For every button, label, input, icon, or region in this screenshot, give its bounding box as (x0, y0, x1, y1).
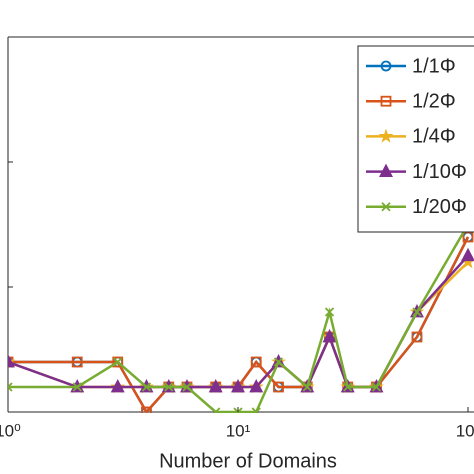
legend: 1/1Φ 1/2Φ 1/4Φ 1/10Φ 1/20Φ (357, 45, 474, 233)
legend-label: 1/2Φ (412, 90, 456, 112)
series (8, 219, 473, 413)
legend-label: 1/4Φ (412, 126, 456, 148)
x-tick-label: 10² (456, 421, 474, 440)
x-tick-label: 10⁰ (0, 421, 21, 440)
marker (249, 379, 264, 393)
series (8, 247, 474, 393)
legend-label: 1/1Φ (412, 55, 456, 77)
marker (110, 379, 125, 393)
marker (324, 307, 335, 317)
marker (343, 382, 353, 392)
marker (412, 307, 422, 317)
marker (211, 407, 221, 413)
legend-marker (381, 202, 391, 212)
series (8, 254, 474, 394)
marker (461, 247, 474, 262)
marker (8, 356, 14, 368)
marker (251, 407, 261, 413)
marker (113, 357, 123, 367)
marker (273, 381, 284, 393)
marker (250, 356, 262, 368)
marker (322, 329, 337, 343)
legend-marker (380, 95, 392, 107)
marker (112, 356, 124, 368)
marker (141, 406, 152, 413)
marker (164, 382, 174, 392)
series-line (8, 223, 470, 413)
legend-marker (380, 60, 392, 72)
marker (208, 379, 223, 393)
legend-label: 1/20Φ (412, 196, 467, 218)
plot-area (8, 219, 474, 413)
marker (411, 331, 423, 343)
marker (182, 382, 192, 392)
marker (8, 354, 15, 368)
marker (231, 379, 245, 393)
legend-marker (378, 128, 394, 143)
marker (8, 382, 13, 392)
marker (72, 382, 82, 392)
legend-box (357, 45, 474, 233)
legend-label: 1/10Φ (412, 161, 467, 183)
marker (371, 382, 382, 392)
marker (273, 357, 284, 367)
series-line (8, 261, 469, 390)
marker (302, 382, 312, 392)
marker (141, 382, 152, 392)
x-axis-label: Number of Domains (159, 450, 337, 472)
legend-marker (379, 163, 393, 178)
x-tick-label: 10¹ (226, 421, 251, 440)
marker (71, 356, 83, 368)
